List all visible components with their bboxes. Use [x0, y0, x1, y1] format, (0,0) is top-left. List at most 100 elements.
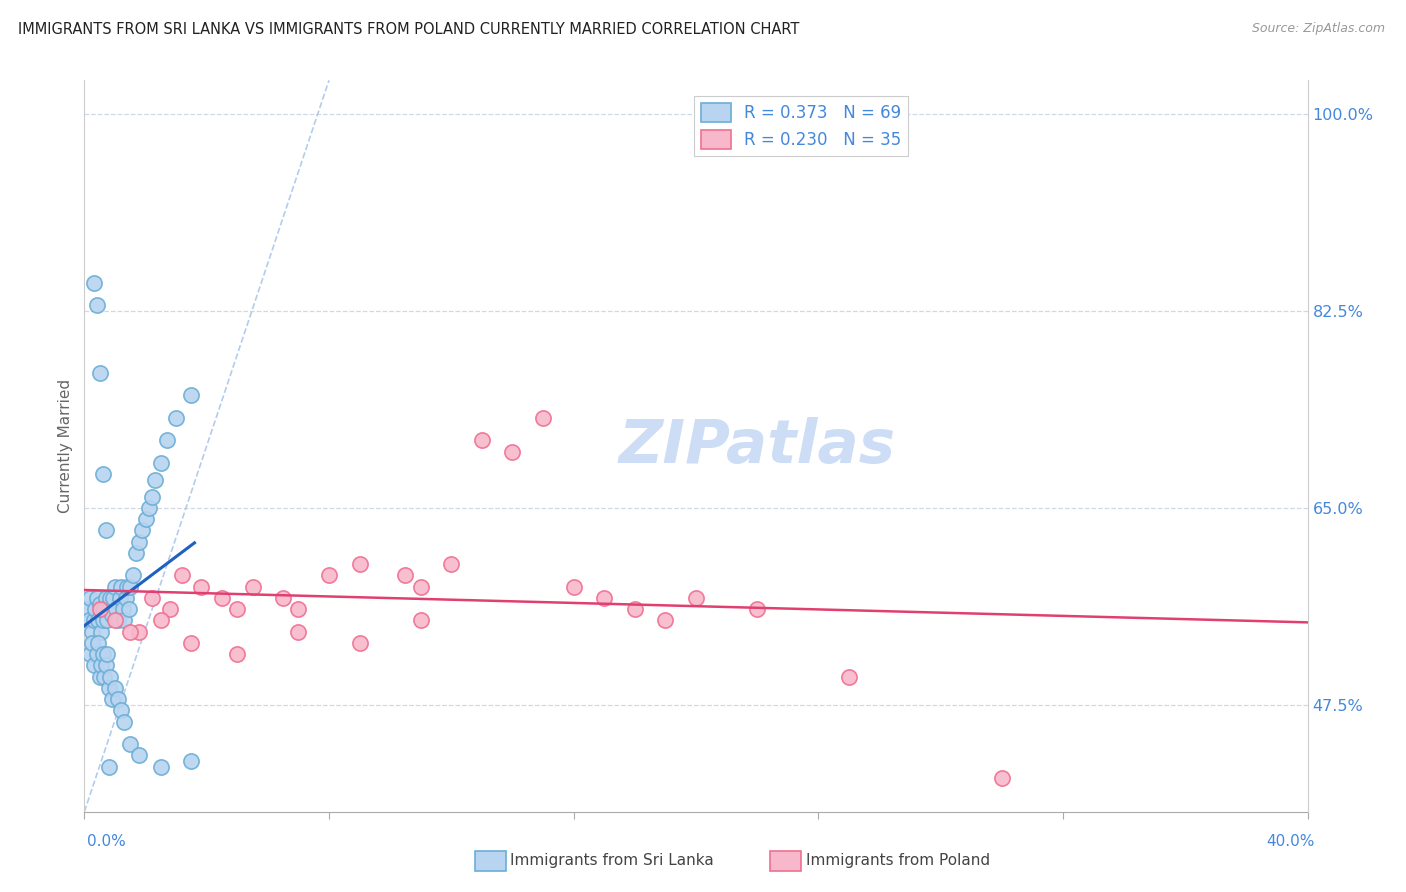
Point [90, 624, 112, 639]
Point [271, 591, 294, 605]
Point [79, 591, 101, 605]
Point [101, 607, 124, 622]
Point [94, 524, 117, 538]
Point [97, 602, 120, 616]
Point [105, 602, 128, 616]
Text: Immigrants from Sri Lanka: Immigrants from Sri Lanka [510, 854, 714, 868]
Point [91, 614, 114, 628]
Text: 0.0%: 0.0% [87, 834, 127, 849]
Point [149, 456, 172, 470]
Point [89, 670, 111, 684]
Point [87, 614, 110, 628]
Point [128, 748, 150, 763]
Point [838, 670, 860, 684]
Point [112, 714, 135, 729]
Point [141, 591, 163, 605]
Point [98, 591, 121, 605]
Point [138, 500, 160, 515]
Point [180, 388, 202, 402]
Point [101, 692, 124, 706]
Point [226, 647, 249, 661]
Point [94, 658, 117, 673]
Point [190, 580, 212, 594]
Point [287, 602, 309, 616]
Point [318, 568, 340, 582]
Point [107, 692, 129, 706]
Point [103, 591, 125, 605]
Y-axis label: Currently Married: Currently Married [58, 379, 73, 513]
Text: IMMIGRANTS FROM SRI LANKA VS IMMIGRANTS FROM POLAND CURRENTLY MARRIED CORRELATIO: IMMIGRANTS FROM SRI LANKA VS IMMIGRANTS … [18, 22, 800, 37]
Point [531, 410, 554, 425]
Point [409, 580, 432, 594]
Point [440, 557, 463, 571]
Point [83, 658, 105, 673]
Point [115, 580, 138, 594]
Point [685, 591, 707, 605]
Text: 40.0%: 40.0% [1267, 834, 1315, 849]
Point [349, 636, 371, 650]
Point [654, 614, 676, 628]
Point [471, 434, 494, 448]
Point [80, 636, 103, 650]
Point [242, 580, 264, 594]
Point [89, 602, 111, 616]
Point [125, 546, 148, 560]
Point [747, 602, 769, 616]
Point [76, 602, 98, 616]
Point [128, 534, 150, 549]
Point [80, 624, 103, 639]
Legend: R = 0.373   N = 69, R = 0.230   N = 35: R = 0.373 N = 69, R = 0.230 N = 35 [695, 96, 908, 156]
Point [211, 591, 233, 605]
Point [349, 557, 371, 571]
Point [104, 614, 127, 628]
Point [159, 602, 181, 616]
Text: ZIPatlas: ZIPatlas [619, 417, 896, 475]
Point [143, 473, 166, 487]
Point [172, 568, 194, 582]
Point [180, 754, 202, 768]
Point [120, 624, 142, 639]
Point [83, 276, 105, 290]
Point [77, 614, 100, 628]
Point [108, 591, 131, 605]
Point [562, 580, 585, 594]
Point [79, 647, 101, 661]
Point [96, 647, 118, 661]
Point [110, 703, 132, 717]
Point [91, 647, 114, 661]
Point [149, 760, 172, 774]
Text: Immigrants from Poland: Immigrants from Poland [806, 854, 990, 868]
Point [96, 614, 118, 628]
Point [394, 568, 416, 582]
Point [112, 614, 135, 628]
Point [94, 591, 117, 605]
Point [104, 580, 127, 594]
Point [86, 591, 108, 605]
Point [287, 624, 309, 639]
Point [97, 760, 120, 774]
Point [86, 647, 108, 661]
Point [104, 681, 127, 695]
Point [409, 614, 432, 628]
Point [90, 658, 112, 673]
Point [156, 434, 179, 448]
Point [180, 636, 202, 650]
Point [624, 602, 647, 616]
Point [226, 602, 249, 616]
Point [107, 614, 129, 628]
Point [120, 737, 142, 751]
Point [114, 591, 136, 605]
Point [128, 624, 150, 639]
Point [149, 614, 172, 628]
Point [89, 597, 111, 611]
Point [135, 512, 157, 526]
Point [120, 580, 142, 594]
Point [91, 467, 114, 482]
Point [131, 524, 153, 538]
Point [97, 681, 120, 695]
Point [110, 580, 132, 594]
Point [593, 591, 616, 605]
Point [83, 614, 105, 628]
Point [87, 636, 110, 650]
Point [89, 366, 111, 380]
